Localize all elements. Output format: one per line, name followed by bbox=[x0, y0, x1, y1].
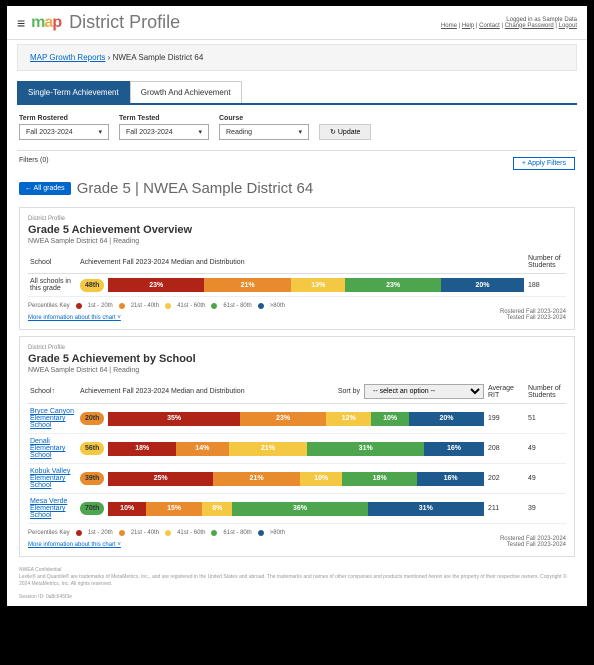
school-link[interactable]: Kobuk Valley Elementary School bbox=[30, 468, 70, 489]
median-pill: 20th bbox=[80, 412, 104, 425]
page-title: District Profile bbox=[69, 12, 180, 33]
median-pill: 48th bbox=[80, 279, 104, 292]
apply-filters-button[interactable]: + Apply Filters bbox=[513, 157, 575, 170]
sort-select[interactable]: -- select an option -- bbox=[364, 384, 484, 399]
breadcrumb: MAP Growth Reports › NWEA Sample Distric… bbox=[17, 44, 577, 71]
distribution-bar: 25%21%10%18%16% bbox=[108, 472, 484, 486]
table-row: All schools in this grade 48th 23%21%13%… bbox=[28, 274, 566, 297]
header-link[interactable]: Change Password bbox=[505, 23, 554, 29]
crumb-reports[interactable]: MAP Growth Reports bbox=[30, 53, 105, 62]
tab-single-term[interactable]: Single-Term Achievement bbox=[17, 81, 130, 103]
table-row: Kobuk Valley Elementary School 39th 25%21%… bbox=[28, 464, 566, 494]
update-button[interactable]: ↻Update bbox=[319, 124, 371, 140]
overview-card: District Profile Grade 5 Achievement Ove… bbox=[19, 207, 575, 330]
median-pill: 70th bbox=[80, 502, 104, 515]
grade-title: Grade 5 | NWEA Sample District 64 bbox=[77, 180, 313, 197]
header-link[interactable]: Contact bbox=[479, 23, 500, 29]
course-select[interactable]: Reading▾ bbox=[219, 124, 309, 140]
chevron-down-icon: ▾ bbox=[98, 128, 102, 136]
term-rostered-select[interactable]: Fall 2023-2024▾ bbox=[19, 124, 109, 140]
school-link[interactable]: Bryce Canyon Elementary School bbox=[30, 408, 74, 429]
table-row: Mesa Verde Elementary School 70th 10%15%8%… bbox=[28, 494, 566, 524]
filters-count: Filters (0) bbox=[19, 157, 49, 170]
all-grades-button[interactable]: ← All grades bbox=[19, 182, 71, 195]
tab-growth[interactable]: Growth And Achievement bbox=[130, 81, 242, 103]
header-link[interactable]: Help bbox=[462, 23, 474, 29]
header-link[interactable]: Logout bbox=[559, 23, 577, 29]
distribution-bar: 35%23%12%10%20% bbox=[108, 412, 484, 426]
term-tested-select[interactable]: Fall 2023-2024▾ bbox=[119, 124, 209, 140]
header-links: Home | Help | Contact | Change Password … bbox=[441, 23, 577, 29]
chevron-down-icon: ▾ bbox=[198, 128, 202, 136]
distribution-bar: 18%14%21%31%16% bbox=[108, 442, 484, 456]
median-pill: 56th bbox=[80, 442, 104, 455]
logo: map bbox=[31, 14, 61, 32]
median-pill: 39th bbox=[80, 472, 104, 485]
table-row: Denali Elementary School 56th 18%14%21%31%… bbox=[28, 434, 566, 464]
menu-icon[interactable]: ≡ bbox=[17, 15, 25, 31]
distribution-bar: 10%15%8%36%31% bbox=[108, 502, 484, 516]
byschool-card: District Profile Grade 5 Achievement by … bbox=[19, 336, 575, 557]
school-link[interactable]: Denali Elementary School bbox=[30, 438, 65, 459]
more-info-link[interactable]: More information about this chart ˅ bbox=[28, 542, 121, 548]
chevron-down-icon: ▾ bbox=[298, 128, 302, 136]
refresh-icon: ↻ bbox=[330, 128, 336, 136]
header-link[interactable]: Home bbox=[441, 23, 457, 29]
school-link[interactable]: Mesa Verde Elementary School bbox=[30, 498, 67, 519]
more-info-link[interactable]: More information about this chart ˅ bbox=[28, 315, 121, 321]
table-row: Bryce Canyon Elementary School 20th 35%23%… bbox=[28, 404, 566, 434]
distribution-bar: 23%21%13%23%20% bbox=[108, 278, 524, 292]
